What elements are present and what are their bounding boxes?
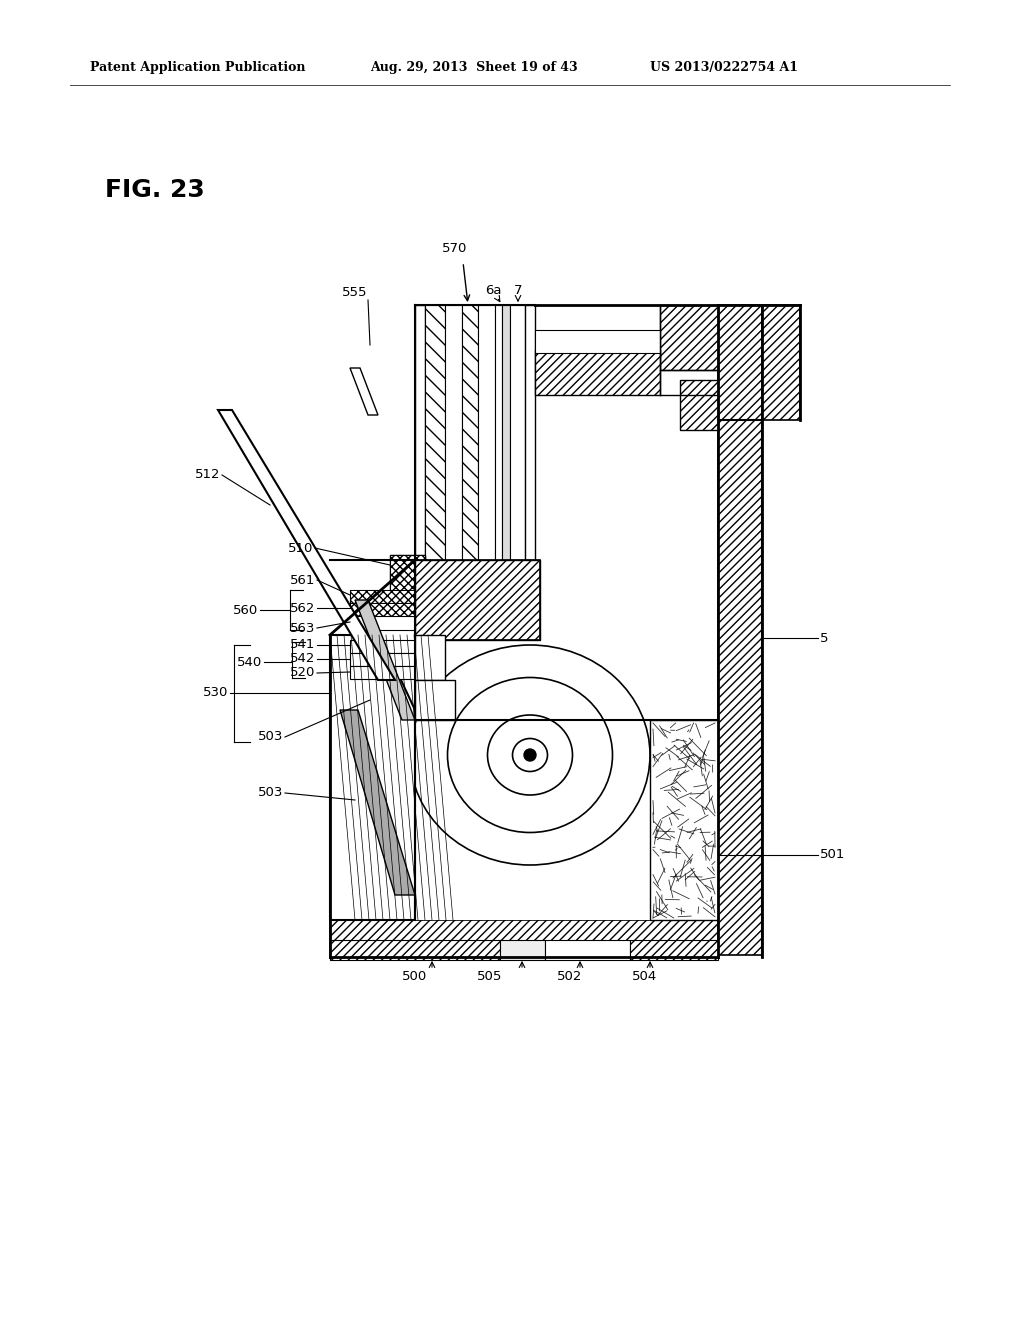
Text: 510: 510 [288,541,313,554]
Bar [390,554,425,601]
Bar [415,560,540,640]
Text: US 2013/0222754 A1: US 2013/0222754 A1 [650,62,798,74]
Text: 5: 5 [820,631,828,644]
Text: 502: 502 [557,970,583,983]
Text: 530: 530 [203,686,228,700]
Bar [545,940,630,960]
Text: 555: 555 [342,285,368,298]
Bar [630,940,718,960]
Text: Patent Application Publication: Patent Application Publication [90,62,305,74]
Text: 541: 541 [290,639,315,652]
Text: 570: 570 [442,242,468,255]
Bar [350,653,415,667]
Bar [495,305,502,579]
Circle shape [524,748,536,762]
Bar [350,640,415,653]
Bar [718,305,762,954]
Bar [500,940,545,960]
Ellipse shape [512,738,548,771]
Bar [445,305,462,560]
Bar [330,940,500,960]
Bar [502,305,510,579]
Polygon shape [218,411,395,680]
Text: Aug. 29, 2013  Sheet 19 of 43: Aug. 29, 2013 Sheet 19 of 43 [370,62,578,74]
Bar [762,305,800,420]
Bar [415,560,660,920]
Polygon shape [330,635,415,920]
Text: 512: 512 [195,469,220,482]
Text: FIG. 23: FIG. 23 [105,178,205,202]
Text: 500: 500 [402,970,428,983]
Bar [425,305,445,560]
Bar [390,554,425,595]
Text: 560: 560 [232,603,258,616]
Bar [350,603,415,616]
Bar [680,380,718,430]
Bar [350,603,415,616]
Bar [415,680,455,719]
Polygon shape [355,601,415,719]
Bar [350,616,415,630]
Bar [510,305,525,560]
Bar [415,560,540,640]
Text: 6a: 6a [484,284,502,297]
Text: 540: 540 [237,656,262,668]
Text: 503: 503 [258,787,283,800]
Bar [478,305,495,560]
Text: 562: 562 [290,602,315,615]
Text: 501: 501 [820,849,846,862]
Bar [350,590,415,603]
Bar [660,305,718,370]
Bar [350,590,415,603]
Bar [415,305,425,635]
Text: 561: 561 [290,573,315,586]
Bar [650,719,718,920]
Text: 520: 520 [290,667,315,680]
Text: 563: 563 [290,622,315,635]
Polygon shape [350,368,378,414]
Polygon shape [340,710,415,895]
Text: 503: 503 [258,730,283,743]
Ellipse shape [487,715,572,795]
Text: 7: 7 [514,284,522,297]
Text: 505: 505 [477,970,503,983]
Text: 504: 504 [633,970,657,983]
Ellipse shape [447,677,612,833]
Ellipse shape [410,645,650,865]
Bar [535,350,660,395]
Bar [415,635,445,680]
Bar [350,667,430,678]
Text: 542: 542 [290,652,315,665]
Bar [330,920,718,957]
Bar [535,330,660,352]
Bar [525,305,535,560]
Bar [462,305,478,560]
